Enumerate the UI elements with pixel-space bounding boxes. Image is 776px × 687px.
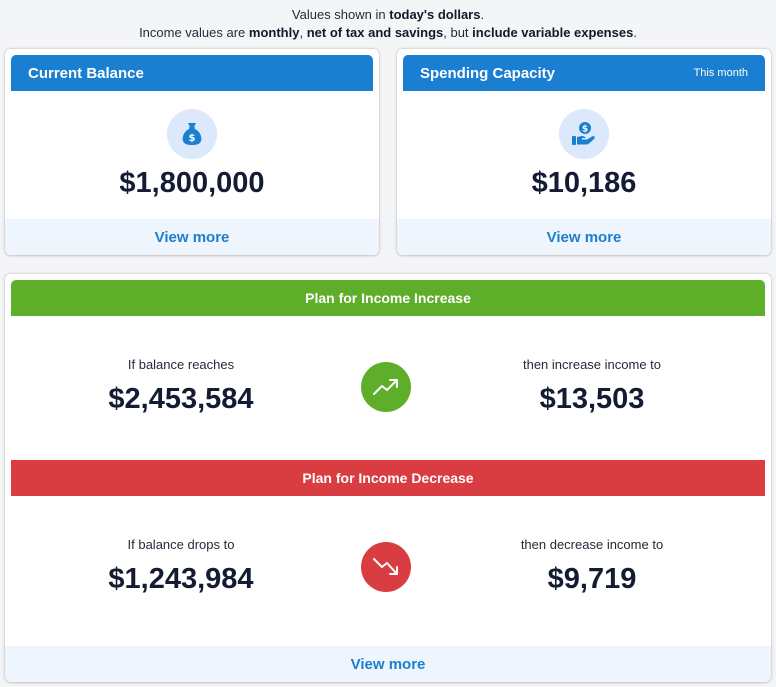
- income-decrease-header: Plan for Income Decrease: [11, 460, 765, 496]
- svg-text:$: $: [189, 133, 196, 144]
- notice-line-1: Values shown in today's dollars.: [291, 7, 485, 22]
- increase-balance-threshold: If balance reaches $2,453,584: [11, 356, 351, 416]
- period-badge: This month: [693, 67, 748, 79]
- current-balance-title: Current Balance: [28, 64, 144, 82]
- current-balance-value: $1,800,000: [119, 167, 265, 199]
- spending-capacity-card: Spending Capacity This month $ $10,186 V…: [397, 49, 771, 255]
- spending-capacity-view-more-button[interactable]: View more: [397, 219, 771, 255]
- trend-up-icon: [361, 362, 411, 412]
- notice-line-2: Income values are monthly, net of tax an…: [139, 25, 637, 40]
- increase-balance-label: If balance reaches: [127, 357, 235, 372]
- svg-text:$: $: [582, 125, 588, 135]
- spending-capacity-title: Spending Capacity: [420, 64, 556, 82]
- income-increase-header: Plan for Income Increase: [11, 280, 765, 316]
- trend-down-icon: [361, 542, 411, 592]
- current-balance-view-more-button[interactable]: View more: [5, 219, 379, 255]
- decrease-balance-label: If balance drops to: [127, 537, 235, 552]
- income-plan-card: Plan for Income Increase If balance reac…: [5, 274, 771, 682]
- increase-income-target: then increase income to $13,503: [422, 356, 762, 416]
- increase-balance-value: $2,453,584: [108, 383, 254, 415]
- money-bag-icon: $: [167, 109, 217, 159]
- increase-income-label: then increase income to: [522, 357, 662, 372]
- decrease-income-target: then decrease income to $9,719: [422, 536, 762, 596]
- decrease-balance-value: $1,243,984: [108, 563, 254, 595]
- decrease-income-value: $9,719: [547, 563, 637, 595]
- decrease-balance-threshold: If balance drops to $1,243,984: [11, 536, 351, 596]
- spending-capacity-value: $10,186: [531, 167, 637, 199]
- spending-capacity-header: Spending Capacity This month: [403, 55, 765, 91]
- increase-income-value: $13,503: [539, 383, 645, 415]
- income-plan-view-more-button[interactable]: View more: [5, 646, 771, 682]
- hand-coin-icon: $: [559, 109, 609, 159]
- current-balance-header: Current Balance: [11, 55, 373, 91]
- current-balance-card: Current Balance $ $1,800,000 View more: [5, 49, 379, 255]
- decrease-income-label: then decrease income to: [520, 537, 664, 552]
- values-notice: Values shown in today's dollars. Income …: [0, 6, 776, 42]
